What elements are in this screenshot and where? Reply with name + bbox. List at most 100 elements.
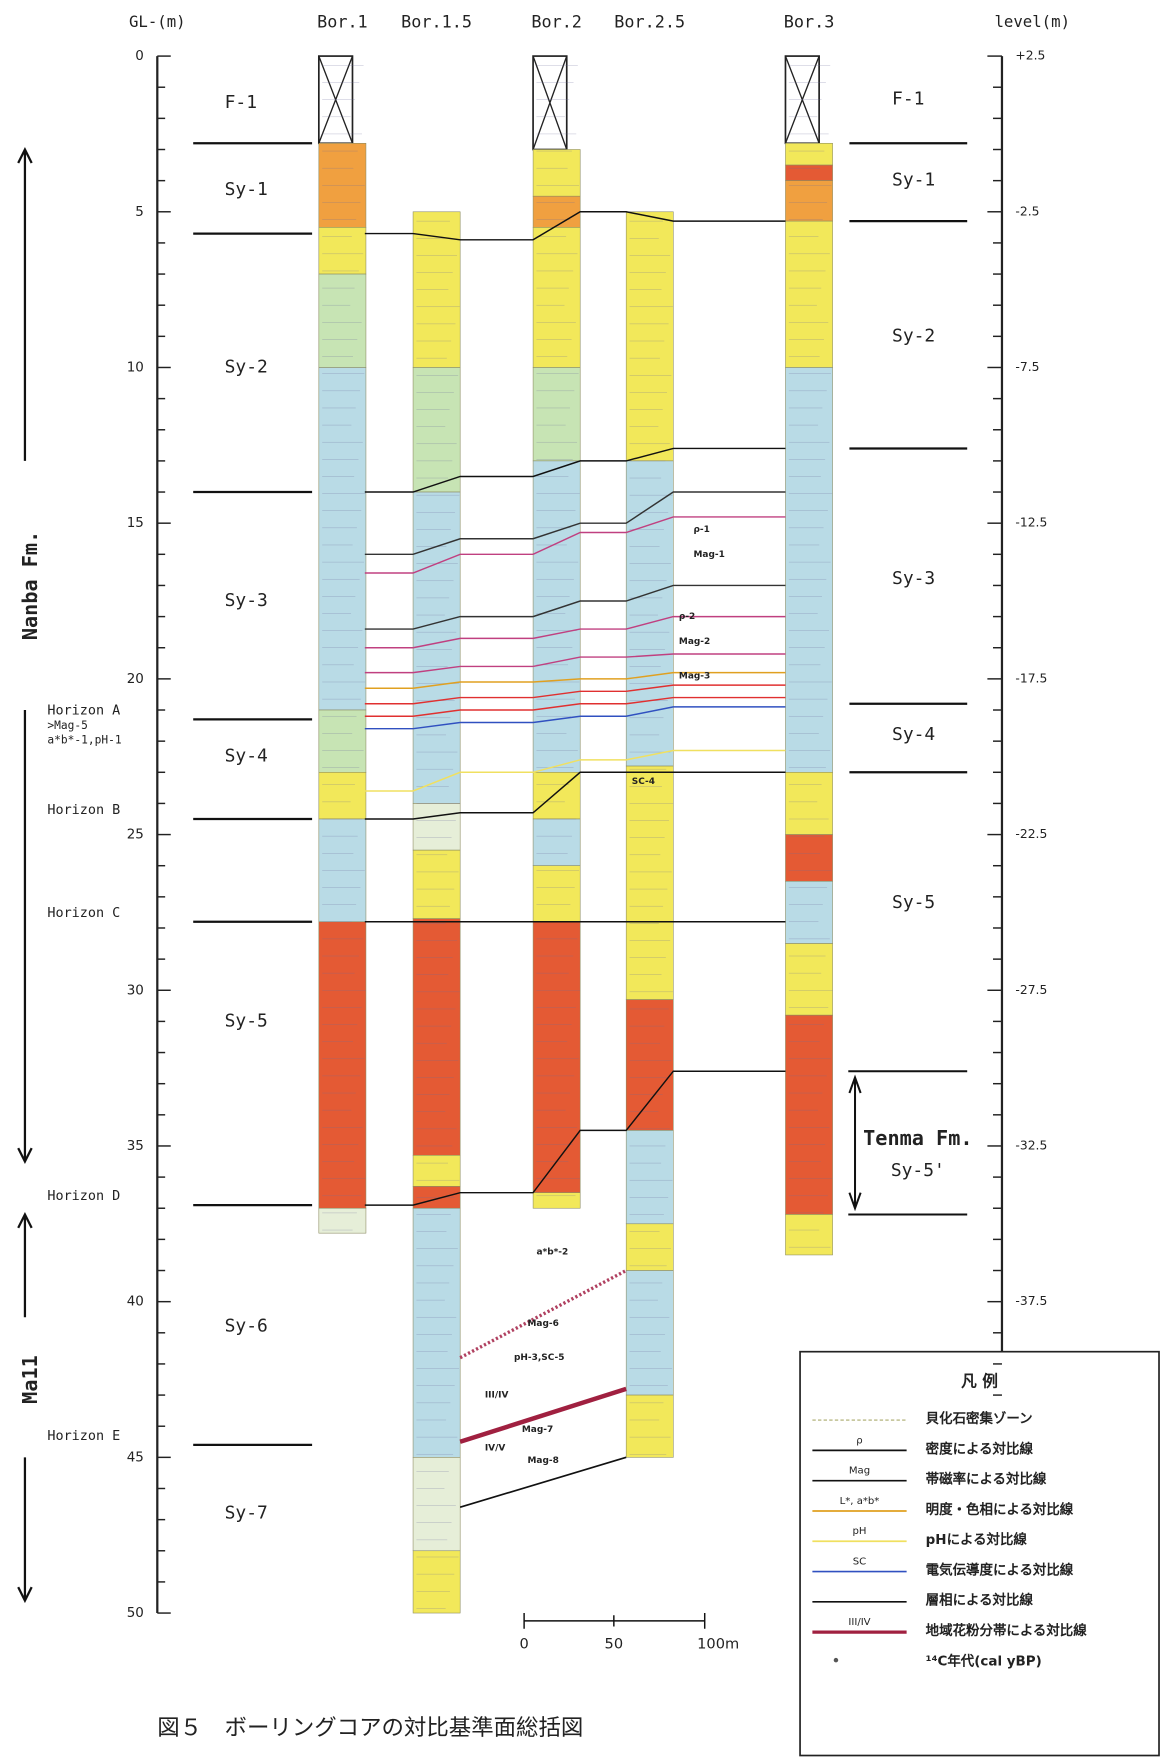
core-segment (413, 850, 460, 919)
correlation-label: pH-3,SC-5 (514, 1353, 565, 1363)
core-segment (626, 1395, 673, 1457)
core-segment (533, 150, 580, 197)
core-segment (785, 221, 832, 367)
borehole-name: Bor.2 (531, 11, 582, 31)
formation-label: Tenma Fm. (863, 1126, 972, 1150)
core-segment (533, 227, 580, 367)
unit-label: Sy-1 (892, 170, 935, 191)
caption: 図５ ボーリングコアの対比基準面総括図 (157, 1715, 583, 1741)
core-segment (319, 772, 366, 819)
depth-tick-label: 0 (135, 49, 144, 64)
core-segment (626, 1130, 673, 1223)
unit-label: Sy-5 (892, 892, 935, 913)
level-tick-label: +2.5 (1015, 49, 1045, 63)
unit-label: Sy-2 (892, 325, 935, 346)
core-segment (785, 143, 832, 165)
depth-tick-label: 45 (127, 1450, 144, 1465)
core-segment (626, 1224, 673, 1271)
horizon-label: Horizon B (47, 803, 120, 818)
legend-text: ¹⁴C年代(cal yBP) (926, 1652, 1042, 1669)
core-segment (785, 367, 832, 772)
level-tick-label: -2.5 (1015, 204, 1039, 218)
core-segment (319, 227, 366, 274)
legend-symbol: III/IV (848, 1617, 870, 1628)
core-segment (626, 1271, 673, 1396)
core-segment (626, 212, 673, 461)
level-tick-label: -37.5 (1015, 1294, 1047, 1308)
core-segment (785, 165, 832, 181)
legend-text: 貝化石密集ゾーン (926, 1410, 1033, 1427)
unit-label: Sy-4 (225, 746, 268, 767)
depth-tick-label: 40 (127, 1295, 144, 1310)
core-segment (533, 461, 580, 772)
page: {"header":{"gl_axis_label":"GL-(m)","lev… (0, 0, 1166, 1760)
legend-symbol: Mag (849, 1466, 870, 1477)
correlation-label: Mag-2 (679, 637, 710, 647)
legend-text: 地域花粉分帯による対比線 (926, 1622, 1088, 1639)
legend-text: 電気伝導度による対比線 (926, 1561, 1074, 1578)
unit-label: F-1 (892, 89, 924, 110)
legend-symbol: pH (853, 1526, 867, 1537)
horizon-note: a*b*-1,pH-1 (47, 734, 121, 747)
correlation-label: SC-4 (632, 777, 655, 787)
legend-text: pHによる対比線 (926, 1531, 1028, 1548)
formation-label: Ma11 (18, 1355, 42, 1404)
legend-symbol: L*, a*b* (840, 1496, 880, 1507)
depth-tick-label: 20 (127, 672, 144, 687)
core-segment (533, 922, 580, 1193)
core-segment (626, 766, 673, 1000)
correlation-label: ρ-2 (679, 612, 695, 622)
unit-label: Sy-3 (892, 568, 935, 589)
horizon-label: Horizon E (47, 1429, 120, 1444)
depth-tick-label: 30 (127, 983, 144, 998)
unit-label: F-1 (225, 92, 257, 113)
legend-symbol: SC (853, 1556, 866, 1567)
scale-label: 0 (519, 1635, 528, 1652)
correlation-label: IV/V (485, 1444, 506, 1454)
unit-label: Sy-3 (225, 590, 268, 611)
level-tick-label: -12.5 (1015, 516, 1047, 530)
borehole-name: Bor.2.5 (614, 11, 685, 31)
correlation-label: Mag-3 (679, 671, 710, 681)
core-segment (533, 196, 580, 227)
core-segment (626, 461, 673, 766)
correlation-label: III/IV (485, 1391, 509, 1401)
level-tick-label: -17.5 (1015, 671, 1047, 685)
depth-tick-label: 10 (127, 360, 144, 375)
core-segment (533, 819, 580, 866)
horizon-label: Horizon A (47, 703, 120, 718)
core-segment (319, 1208, 366, 1233)
depth-tick-label: 5 (135, 205, 144, 220)
unit-label: Sy-7 (225, 1502, 268, 1523)
depth-tick-label: 35 (127, 1139, 144, 1154)
legend-text: 明度・色相による対比線 (926, 1501, 1074, 1518)
correlation-label: Mag-7 (522, 1425, 553, 1435)
core-segment (533, 866, 580, 922)
correlation-label: ρ-1 (693, 525, 709, 535)
unit-label: Sy-5 (225, 1010, 268, 1031)
unit-label: Sy-6 (225, 1316, 268, 1337)
unit-label: Sy-1 (225, 179, 268, 200)
scale-label: 50 (605, 1635, 624, 1652)
borehole-name: Bor.1 (317, 11, 368, 31)
formation-label: Nanba Fm. (18, 531, 42, 640)
core-segment (413, 803, 460, 850)
legend-text: 層相による対比線 (926, 1592, 1034, 1609)
core-segment (319, 710, 366, 772)
unit-label: Sy-2 (225, 356, 268, 377)
legend-text: 帯磁率による対比線 (926, 1471, 1047, 1488)
core-segment (413, 1551, 460, 1613)
core-segment (785, 772, 832, 834)
unit-label: Sy-5' (891, 1160, 945, 1181)
core-segment (413, 1155, 460, 1186)
level-tick-label: -7.5 (1015, 360, 1039, 374)
figure: GL-(m)level(m)Bor.1Bor.1.5Bor.2Bor.2.5Bo… (0, 0, 1166, 1760)
core-segment (413, 367, 460, 492)
core-segment (785, 181, 832, 221)
core-segment (413, 919, 460, 1156)
horizon-label: Horizon D (47, 1189, 120, 1204)
level-tick-label: -27.5 (1015, 983, 1047, 997)
core-segment (626, 1000, 673, 1131)
level-tick-label: -32.5 (1015, 1138, 1047, 1152)
core-segment (319, 922, 366, 1208)
